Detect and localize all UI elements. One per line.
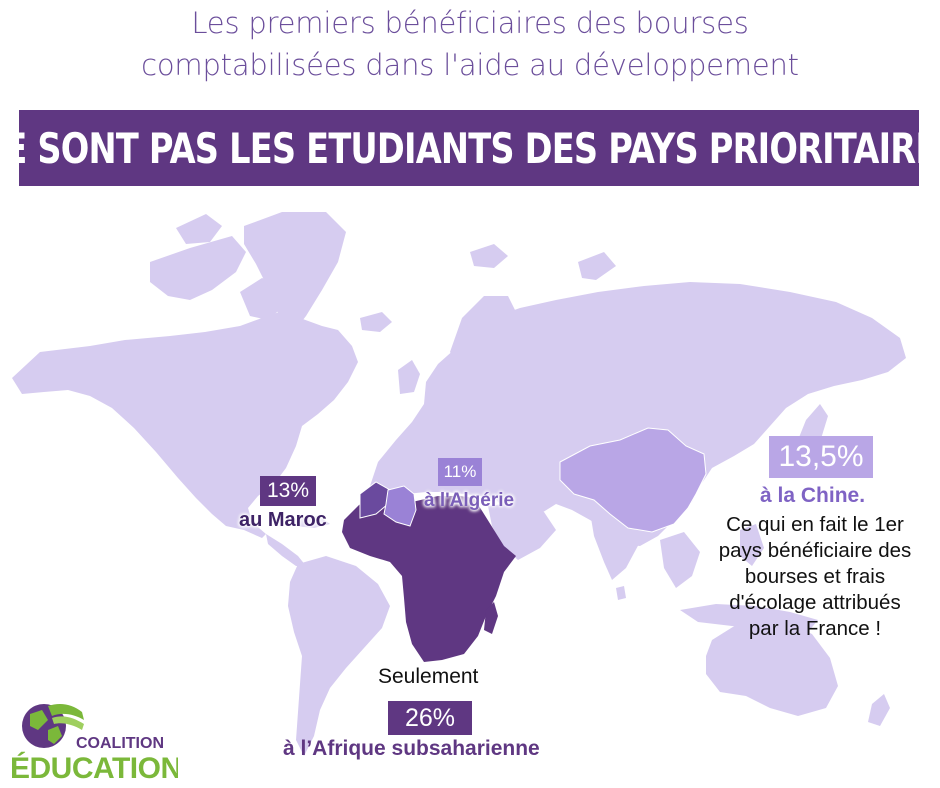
algerie-percent-badge: 11% [438,458,482,486]
svalbard [470,244,508,268]
algerie-label: à l'Algérie [424,490,515,511]
novaya-zemlya [578,252,616,280]
logo-coalition-text: COALITION [76,735,164,752]
iceland [360,312,392,332]
china-region [559,427,707,533]
africa-region [342,496,516,662]
algeria-region [383,485,417,527]
sri-lanka [616,586,626,600]
chine-note-line-1: Ce qui en fait le 1er [726,513,904,536]
afrique-percent-badge: 26% [388,701,472,735]
caribbean [292,516,330,528]
central-america [266,534,306,566]
chine-label: à la Chine. [760,484,866,507]
maroc-percent-badge: 13% [260,476,316,506]
madagascar [484,602,498,634]
subtitle: Les premiers bénéficiaires des bourses c… [0,2,940,86]
afrique-label: à l’Afrique subsaharienne [283,737,540,760]
logo-education-text: ÉDUCATION [10,751,178,785]
chine-note: Ce qui en fait le 1er pays bénéficiaire … [690,512,940,642]
new-zealand [868,694,890,726]
chine-percent-badge: 13,5% [769,436,873,478]
southeast-asia [660,532,700,588]
philippines [740,524,764,566]
afrique-prefix: Seulement [378,665,479,688]
map-land [12,212,906,756]
headline-banner: NE SONT PAS LES ETUDIANTS DES PAYS PRIOR… [0,110,940,186]
headline-text: NE SONT PAS LES ETUDIANTS DES PAYS PRIOR… [0,123,940,173]
globe-book-icon [22,704,84,748]
chine-note-line-4: d'écolage attribués [729,591,901,614]
ellesmere-island [176,214,222,244]
arctic-islands [150,236,246,300]
subtitle-line-2: comptabilisées dans l'aide au développem… [141,48,799,82]
subtitle-line-1: Les premiers bénéficiaires des bourses [191,6,749,40]
greenland [244,212,346,334]
scandinavia [450,296,518,378]
maroc-label: au Maroc [239,509,327,531]
british-isles [398,360,420,394]
south-america [288,556,390,756]
eurasia [370,282,906,546]
arabian-peninsula [488,502,556,560]
chine-note-line-2: pays bénéficiaire des [718,539,912,562]
chine-note-line-5: par la France ! [748,617,882,640]
chine-note-line-3: bourses et frais [744,565,886,588]
australia [706,620,838,716]
coalition-education-logo: COALITION ÉDUCATION [10,704,178,785]
